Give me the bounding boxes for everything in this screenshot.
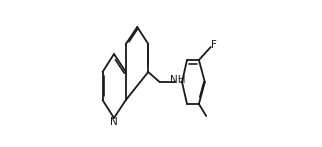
Text: NH: NH <box>170 75 186 85</box>
Text: N: N <box>110 117 118 127</box>
Text: F: F <box>211 40 216 50</box>
